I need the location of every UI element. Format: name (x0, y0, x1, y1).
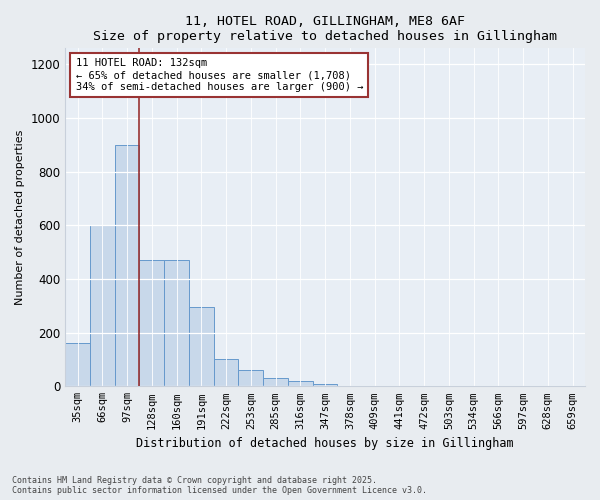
Text: 11 HOTEL ROAD: 132sqm
← 65% of detached houses are smaller (1,708)
34% of semi-d: 11 HOTEL ROAD: 132sqm ← 65% of detached … (76, 58, 363, 92)
Text: Contains HM Land Registry data © Crown copyright and database right 2025.
Contai: Contains HM Land Registry data © Crown c… (12, 476, 427, 495)
Bar (189, 307, 214, 386)
Bar (90, 226, 115, 386)
Bar (263, 378, 288, 386)
Bar (164, 260, 189, 386)
Bar (214, 360, 238, 386)
Bar (238, 370, 263, 386)
Bar (313, 384, 337, 386)
X-axis label: Distribution of detached houses by size in Gillingham: Distribution of detached houses by size … (136, 437, 514, 450)
Y-axis label: Number of detached properties: Number of detached properties (15, 130, 25, 305)
Bar (288, 381, 313, 386)
Bar (65, 344, 90, 386)
Bar (139, 260, 164, 386)
Bar (115, 145, 139, 386)
Title: 11, HOTEL ROAD, GILLINGHAM, ME8 6AF
Size of property relative to detached houses: 11, HOTEL ROAD, GILLINGHAM, ME8 6AF Size… (93, 15, 557, 43)
